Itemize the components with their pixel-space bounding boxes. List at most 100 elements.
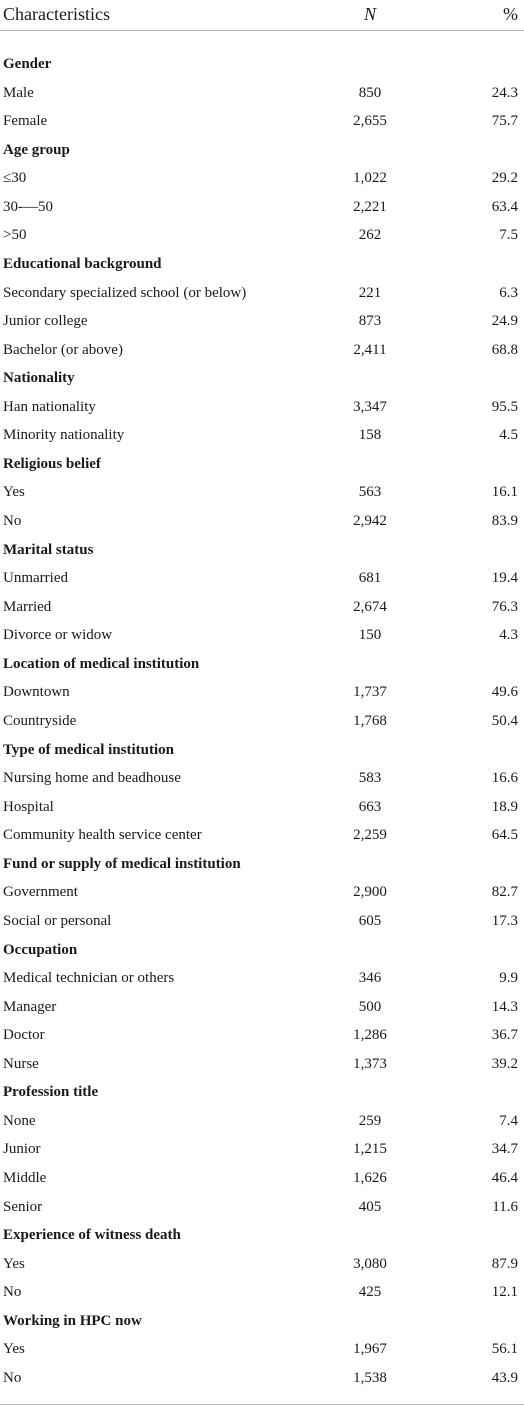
- row-label: Junior college: [3, 313, 88, 330]
- section-label: Age group: [3, 141, 70, 158]
- section-label: Type of medical institution: [3, 741, 174, 758]
- row-label: Secondary specialized school (or below): [3, 284, 247, 301]
- row-percent: 46.4: [491, 1170, 518, 1187]
- row-percent: 68.8: [491, 341, 518, 358]
- row-n: 2,900: [353, 884, 387, 901]
- row-label: Manager: [3, 998, 57, 1015]
- row-percent: 49.6: [491, 684, 518, 701]
- header-characteristics: Characteristics: [3, 4, 110, 24]
- section-label: Nationality: [3, 370, 75, 387]
- row-label: Medical technician or others: [3, 970, 175, 987]
- row-n: 1,373: [353, 1055, 387, 1072]
- row-label: Social or personal: [3, 912, 112, 929]
- row-label: None: [3, 1112, 36, 1129]
- row-label: 30-—50: [3, 198, 53, 215]
- row-label: Bachelor (or above): [3, 341, 123, 358]
- header-rule: [0, 30, 524, 31]
- row-label: Unmarried: [3, 570, 68, 587]
- row-label: No: [3, 1284, 22, 1301]
- row-n: 346: [358, 970, 382, 987]
- row-n: 663: [358, 798, 382, 815]
- section-label: Location of medical institution: [3, 655, 200, 672]
- row-label: Senior: [3, 1198, 43, 1215]
- section-label: Gender: [3, 56, 52, 72]
- row-n: 873: [358, 313, 382, 330]
- row-n: 1,022: [353, 170, 387, 187]
- row-label: No: [3, 513, 22, 530]
- row-n: 2,674: [353, 598, 387, 615]
- row-label: Nursing home and beadhouse: [3, 770, 181, 787]
- row-percent: 16.1: [491, 484, 518, 501]
- row-percent: 7.4: [499, 1112, 518, 1129]
- row-n: 500: [358, 998, 382, 1015]
- row-label: Minority nationality: [3, 427, 125, 444]
- row-n: 1,626: [353, 1170, 387, 1187]
- row-label: Hospital: [3, 798, 54, 815]
- row-percent: 39.2: [491, 1055, 518, 1072]
- row-percent: 7.5: [499, 227, 518, 244]
- row-percent: 64.5: [491, 827, 518, 844]
- row-percent: 83.9: [491, 513, 518, 530]
- row-n: 605: [358, 912, 382, 929]
- row-n: 681: [358, 570, 382, 587]
- row-n: 262: [358, 227, 382, 244]
- row-label: Downtown: [3, 684, 70, 701]
- row-percent: 36.7: [491, 1027, 518, 1044]
- row-label: >50: [3, 227, 27, 244]
- row-label: Doctor: [3, 1027, 45, 1044]
- row-n: 158: [358, 427, 382, 444]
- row-percent: 11.6: [492, 1198, 518, 1215]
- row-percent: 56.1: [491, 1341, 518, 1358]
- row-label: Middle: [3, 1170, 47, 1187]
- row-percent: 43.9: [491, 1370, 518, 1386]
- row-percent: 29.2: [491, 170, 518, 187]
- row-n: 583: [358, 770, 382, 787]
- row-percent: 76.3: [491, 598, 518, 615]
- row-n: 3,347: [353, 398, 387, 415]
- row-percent: 24.9: [491, 313, 518, 330]
- row-label: Government: [3, 884, 78, 901]
- section-label: Marital status: [3, 541, 94, 558]
- row-n: 1,538: [353, 1370, 387, 1386]
- row-percent: 16.6: [491, 770, 518, 787]
- row-label: Community health service center: [3, 827, 202, 844]
- row-percent: 87.9: [491, 1255, 518, 1272]
- row-percent: 95.5: [491, 398, 518, 415]
- row-percent: 34.7: [491, 1141, 518, 1158]
- row-percent: 18.9: [491, 798, 518, 815]
- row-label: No: [3, 1370, 22, 1386]
- row-n: 2,411: [353, 341, 387, 358]
- row-percent: 19.4: [491, 570, 518, 587]
- row-label: Female: [3, 113, 48, 130]
- section-label: Educational background: [3, 255, 162, 272]
- section-label: Occupation: [3, 941, 78, 958]
- row-percent: 82.7: [491, 884, 518, 901]
- row-n: 2,942: [353, 513, 387, 530]
- row-percent: 12.1: [491, 1284, 518, 1301]
- row-n: 1,768: [353, 713, 387, 729]
- section-label: Experience of witness death: [3, 1227, 181, 1244]
- row-percent: 24.3: [491, 84, 518, 101]
- row-n: 1,215: [353, 1141, 387, 1158]
- row-n: 1,737: [353, 684, 387, 701]
- row-percent: 6.3: [499, 284, 518, 301]
- row-n: 2,655: [353, 113, 387, 130]
- row-n: 150: [358, 627, 382, 644]
- section-label: Working in HPC now: [3, 1312, 142, 1329]
- row-n: 2,259: [353, 827, 387, 844]
- header-percent: %: [503, 4, 518, 24]
- row-n: 425: [358, 1284, 382, 1301]
- row-percent: 17.3: [491, 912, 518, 929]
- section-label: Religious belief: [3, 455, 101, 472]
- row-percent: 14.3: [491, 998, 518, 1015]
- row-n: 850: [358, 84, 382, 101]
- row-label: Nurse: [3, 1055, 39, 1072]
- row-percent: 63.4: [491, 198, 518, 215]
- row-label: Yes: [3, 1341, 25, 1358]
- row-percent: 75.7: [491, 113, 518, 130]
- section-label: Profession title: [3, 1084, 99, 1101]
- row-n: 563: [358, 484, 382, 501]
- row-label: Divorce or widow: [3, 627, 113, 644]
- row-label: Yes: [3, 1255, 25, 1272]
